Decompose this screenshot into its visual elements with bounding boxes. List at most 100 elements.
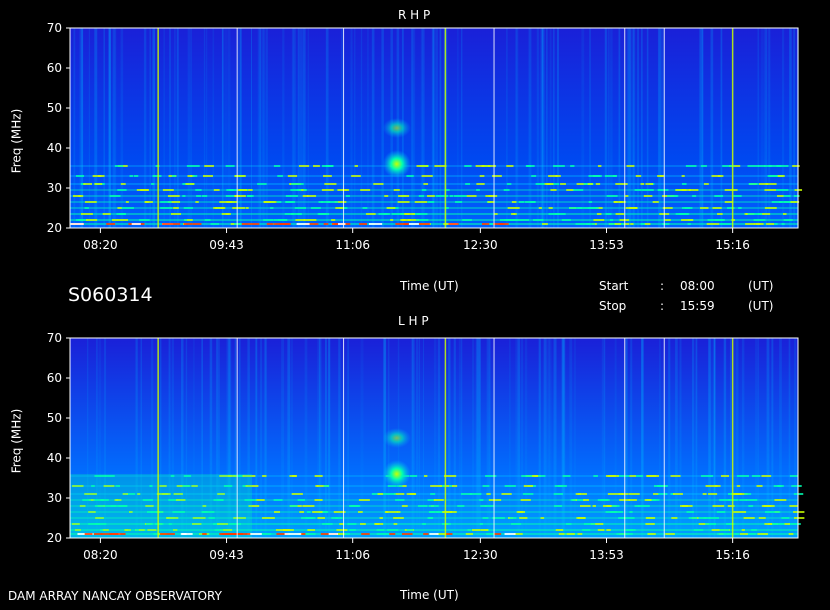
hot-emission [109,533,121,535]
noise-streak [562,338,565,538]
band-speckle [116,213,127,215]
band-speckle [331,219,336,221]
band-speckle [506,165,514,167]
noise-streak [702,28,704,228]
hot-emission [120,533,126,535]
band-speckle [609,223,618,225]
noise-streak [341,28,343,228]
noise-streak [659,28,662,228]
noise-streak [325,338,328,538]
hot-emission [247,533,262,535]
hot-emission [192,223,202,225]
band-speckle [518,201,525,203]
band-speckle [645,523,655,525]
band-speckle [245,207,249,209]
hot-emission [106,223,116,225]
noise-streak [564,338,566,538]
band-speckle [336,529,348,531]
band-speckle [140,189,150,191]
noise-streak [205,28,208,228]
band-speckle [84,207,89,209]
start-unit: (UT) [748,279,774,293]
band-speckle [80,183,86,185]
band-speckle [314,499,323,501]
noise-streak [347,338,350,538]
emission-band [70,189,798,191]
hot-emission [448,223,459,225]
band-speckle [151,511,155,513]
band-speckle [736,485,741,487]
y-tick-label: 20 [47,221,62,235]
band-speckle [560,183,566,185]
noise-streak [347,338,349,538]
band-speckle [428,511,440,513]
band-speckle [784,523,791,525]
band-speckle [449,195,454,197]
band-speckle [727,533,734,535]
band-speckle [646,475,657,477]
band-speckle [774,499,787,501]
x-tick-label: 09:43 [209,548,244,562]
emission-band [70,175,798,177]
band-speckle [324,183,337,185]
band-speckle [726,523,731,525]
band-speckle [548,175,558,177]
band-speckle [743,517,755,519]
band-speckle [94,475,106,477]
band-speckle [418,195,425,197]
band-speckle [276,201,282,203]
band-speckle [84,201,97,203]
band-speckle [789,475,798,477]
band-speckle [82,499,91,501]
band-speckle [570,165,575,167]
band-speckle [168,499,180,501]
band-speckle [626,165,635,167]
band-speckle [781,517,790,519]
band-speckle [234,223,245,225]
band-speckle [182,195,186,197]
noise-streak [135,338,137,538]
band-speckle [451,485,458,487]
band-speckle [709,517,720,519]
noise-streak [181,338,184,538]
band-speckle [223,485,233,487]
band-speckle [247,195,254,197]
noise-streak [422,338,425,538]
band-speckle [761,475,772,477]
band-speckle [234,195,246,197]
band-speckle [427,517,433,519]
band-speckle [467,529,472,531]
band-speckle [400,219,411,221]
band-speckle [289,505,298,507]
y-tick-label: 50 [47,101,62,115]
band-speckle [592,505,596,507]
observatory-label: DAM ARRAY NANCAY OBSERVATORY [8,589,222,603]
band-speckle [791,485,802,487]
noise-streak [234,338,237,538]
band-speckle [146,523,154,525]
noise-streak [209,338,213,538]
band-speckle [747,213,760,215]
band-speckle [644,499,652,501]
band-speckle [623,517,635,519]
band-speckle [74,529,81,531]
band-speckle [577,533,583,535]
noise-streak [632,28,635,228]
band-speckle [430,493,436,495]
band-speckle [665,533,675,535]
noise-streak [263,28,266,228]
band-speckle [303,219,317,221]
band-speckle [409,475,418,477]
band-speckle [121,207,134,209]
start-label: Start [599,279,629,293]
band-speckle [672,493,683,495]
noise-streak [228,338,231,538]
band-speckle [605,511,617,513]
noise-streak [545,28,548,228]
band-speckle [323,485,330,487]
band-speckle [232,207,246,209]
band-speckle [492,517,505,519]
band-speckle [427,201,435,203]
band-speckle [211,517,215,519]
band-speckle [514,533,523,535]
